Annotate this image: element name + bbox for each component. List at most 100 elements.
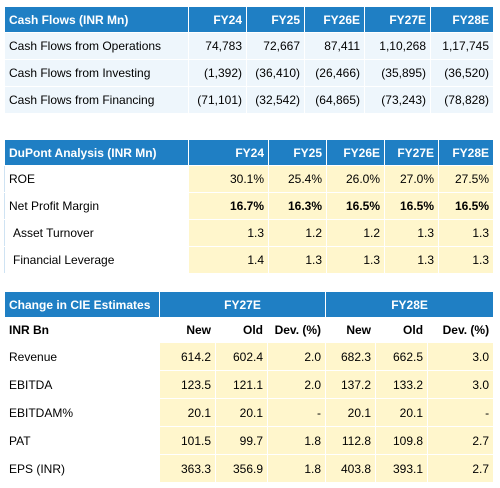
cell-value: 363.3 bbox=[159, 454, 216, 483]
cie-header-row: Change in CIE Estimates FY27E FY28E bbox=[4, 291, 495, 318]
cell-value: 3.0 bbox=[427, 342, 495, 371]
subcolumn-header: Old bbox=[375, 317, 429, 343]
cell-value: 1.2 bbox=[268, 219, 327, 247]
table-row: Cash Flows from Investing (1,392) (36,41… bbox=[4, 59, 494, 87]
subcolumn-header: New bbox=[325, 317, 377, 343]
subcolumn-header: Dev. (%) bbox=[266, 317, 327, 343]
cash-flows-header-row: Cash Flows (INR Mn) FY24 FY25 FY26E FY27… bbox=[4, 6, 494, 33]
cell-value: 682.3 bbox=[325, 342, 377, 371]
cell-value: 614.2 bbox=[159, 342, 216, 371]
cell-value: 1.3 bbox=[384, 246, 439, 274]
cell-value: 16.5% bbox=[326, 192, 385, 220]
cell-value: 1.3 bbox=[326, 246, 385, 274]
cell-value: 20.1 bbox=[325, 398, 377, 427]
cell-value: 1.2 bbox=[326, 219, 385, 247]
subcolumn-header: New bbox=[159, 317, 216, 343]
cell-value: 137.2 bbox=[325, 370, 377, 399]
cell-value: 1.3 bbox=[268, 246, 327, 274]
cell-value: 27.5% bbox=[438, 165, 494, 193]
cell-value: 72,667 bbox=[246, 32, 305, 60]
row-label: Revenue bbox=[4, 342, 160, 371]
cell-value: 16.5% bbox=[384, 192, 439, 220]
cell-value: 16.3% bbox=[268, 192, 327, 220]
cash-flows-title: Cash Flows (INR Mn) bbox=[4, 6, 189, 33]
cell-value: 101.5 bbox=[159, 426, 216, 455]
cell-value: 16.5% bbox=[438, 192, 494, 220]
cell-value: 20.1 bbox=[375, 398, 429, 427]
cell-value: 1,10,268 bbox=[364, 32, 431, 60]
row-label: Cash Flows from Investing bbox=[4, 59, 189, 87]
row-label: Financial Leverage bbox=[4, 246, 189, 274]
row-label: Cash Flows from Financing bbox=[4, 86, 189, 114]
cell-value: 662.5 bbox=[375, 342, 429, 371]
cell-value: 133.2 bbox=[375, 370, 429, 399]
cell-value: - bbox=[427, 398, 495, 427]
cell-value: 87,411 bbox=[304, 32, 365, 60]
dupont-title: DuPont Analysis (INR Mn) bbox=[4, 139, 189, 166]
column-header: FY24 bbox=[188, 6, 247, 33]
cell-value: (36,410) bbox=[246, 59, 305, 87]
table-row: ROE 30.1% 25.4% 26.0% 27.0% 27.5% bbox=[4, 165, 494, 193]
cell-value: 121.1 bbox=[215, 370, 268, 399]
cell-value: 20.1 bbox=[215, 398, 268, 427]
column-header: FY24 bbox=[188, 139, 269, 166]
cell-value: 1.3 bbox=[188, 219, 269, 247]
cash-flows-table: Cash Flows (INR Mn) FY24 FY25 FY26E FY27… bbox=[4, 6, 494, 114]
cell-value: (64,865) bbox=[304, 86, 365, 114]
cell-value: 20.1 bbox=[159, 398, 216, 427]
cell-value: 109.8 bbox=[375, 426, 429, 455]
table-row: EBITDA 123.5 121.1 2.0 137.2 133.2 3.0 bbox=[4, 370, 495, 399]
cell-value: 99.7 bbox=[215, 426, 268, 455]
row-label: Asset Turnover bbox=[4, 219, 189, 247]
cell-value: - bbox=[266, 398, 327, 427]
cell-value: 2.0 bbox=[266, 342, 327, 371]
table-row: Cash Flows from Financing (71,101) (32,5… bbox=[4, 86, 494, 114]
cell-value: (32,542) bbox=[246, 86, 305, 114]
cell-value: 1,17,745 bbox=[430, 32, 494, 60]
row-label: EPS (INR) bbox=[4, 454, 160, 483]
subcolumn-header: Old bbox=[215, 317, 268, 343]
cie-estimates-table: Change in CIE Estimates FY27E FY28E INR … bbox=[4, 291, 495, 483]
group-header-fy27e: FY27E bbox=[158, 291, 327, 318]
cell-value: 1.3 bbox=[438, 219, 494, 247]
column-header: FY28E bbox=[438, 139, 494, 166]
table-row: PAT 101.5 99.7 1.8 112.8 109.8 2.7 bbox=[4, 426, 495, 455]
table-row: Revenue 614.2 602.4 2.0 682.3 662.5 3.0 bbox=[4, 342, 495, 371]
cell-value: 1.8 bbox=[266, 426, 327, 455]
cell-value: (73,243) bbox=[364, 86, 431, 114]
table-row: Cash Flows from Operations 74,783 72,667… bbox=[4, 32, 494, 60]
cell-value: 123.5 bbox=[159, 370, 216, 399]
cell-value: 2.7 bbox=[427, 426, 495, 455]
cell-value: (35,895) bbox=[364, 59, 431, 87]
subcolumn-header: Dev. (%) bbox=[427, 317, 495, 343]
cell-value: 602.4 bbox=[215, 342, 268, 371]
cell-value: 2.7 bbox=[427, 454, 495, 483]
row-label: EBITDAM% bbox=[4, 398, 160, 427]
column-header: FY26E bbox=[304, 6, 365, 33]
cell-value: 1.4 bbox=[188, 246, 269, 274]
cell-value: 74,783 bbox=[188, 32, 247, 60]
cell-value: 26.0% bbox=[326, 165, 385, 193]
cell-value: 2.0 bbox=[266, 370, 327, 399]
table-row: Asset Turnover 1.3 1.2 1.2 1.3 1.3 bbox=[4, 219, 494, 247]
cie-subheader-row: INR Bn New Old Dev. (%) New Old Dev. (%) bbox=[4, 317, 495, 343]
cell-value: 16.7% bbox=[188, 192, 269, 220]
table-row: EBITDAM% 20.1 20.1 - 20.1 20.1 - bbox=[4, 398, 495, 427]
cell-value: (26,466) bbox=[304, 59, 365, 87]
column-header: FY27E bbox=[384, 139, 439, 166]
cell-value: (71,101) bbox=[188, 86, 247, 114]
cell-value: 1.3 bbox=[384, 219, 439, 247]
column-header: FY27E bbox=[364, 6, 431, 33]
cell-value: 30.1% bbox=[188, 165, 269, 193]
row-label: EBITDA bbox=[4, 370, 160, 399]
cell-value: 112.8 bbox=[325, 426, 377, 455]
cell-value: (36,520) bbox=[430, 59, 494, 87]
row-label: PAT bbox=[4, 426, 160, 455]
cell-value: 393.1 bbox=[375, 454, 429, 483]
cell-value: 27.0% bbox=[384, 165, 439, 193]
dupont-table: DuPont Analysis (INR Mn) FY24 FY25 FY26E… bbox=[4, 139, 494, 274]
unit-label: INR Bn bbox=[4, 317, 160, 343]
cell-value: 1.3 bbox=[438, 246, 494, 274]
table-row: Financial Leverage 1.4 1.3 1.3 1.3 1.3 bbox=[4, 246, 494, 274]
table-row: EPS (INR) 363.3 356.9 1.8 403.8 393.1 2.… bbox=[4, 454, 495, 483]
